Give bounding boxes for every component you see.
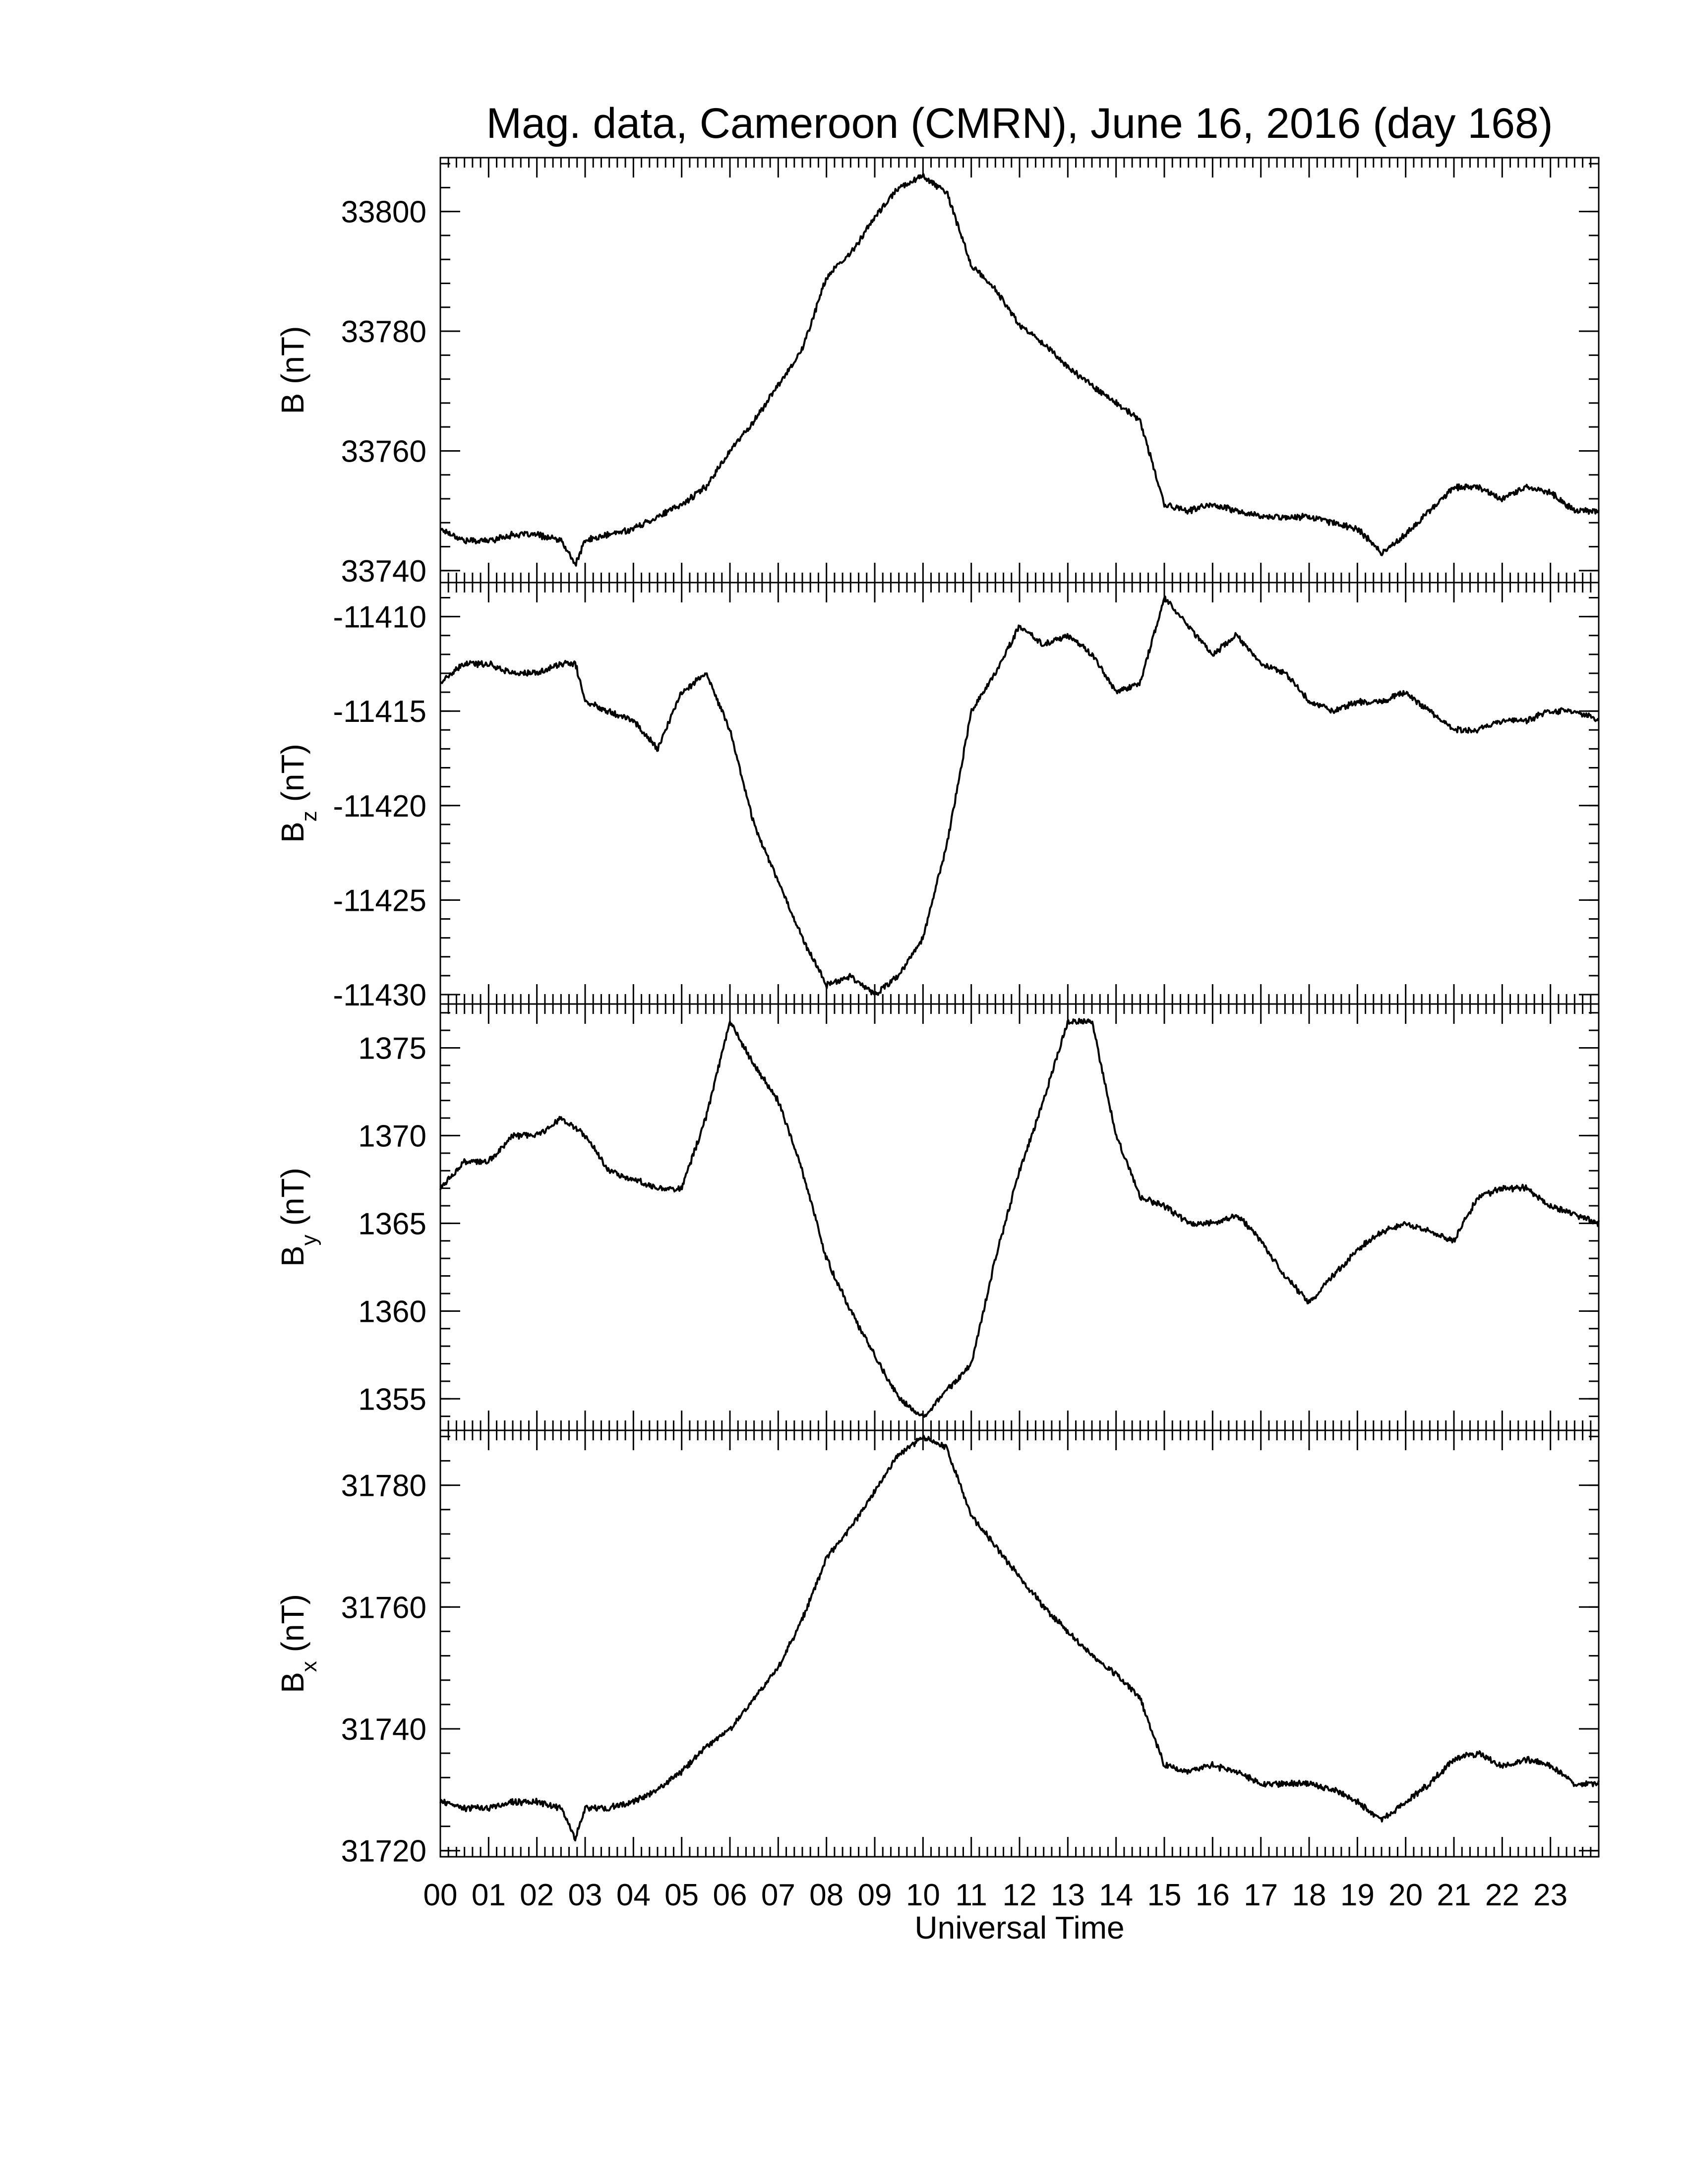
y-label-unit: (nT): [275, 326, 310, 393]
y-tick-label: -11425: [333, 884, 426, 918]
panel-B: 33740 33760 33780 33800 B (nT): [275, 157, 1600, 589]
y-label-unit: (nT): [275, 744, 310, 811]
panel-Bx: 31720 31740 31760 31780 Bx (nT): [275, 1429, 1600, 1869]
panel-frame-Bz: [439, 582, 1600, 1005]
y-tick-label: 1365: [358, 1207, 426, 1241]
x-tick-label: 13: [1051, 1878, 1085, 1912]
panel-Bz: -11430 -11425 -11420 -11415 -11410 Bz (nT): [275, 582, 1600, 1012]
y-label-unit: (nT): [275, 1168, 310, 1235]
y-label-subscript: y: [297, 1235, 321, 1245]
y-tick-label: 1360: [358, 1295, 426, 1329]
y-tick-label: 31780: [341, 1469, 426, 1503]
x-tick-label: 02: [520, 1878, 554, 1912]
panel-frame-By: [439, 1003, 1600, 1431]
y-label-symbol: B: [275, 1245, 310, 1267]
x-tick-label: 19: [1340, 1878, 1375, 1912]
y-tick-label: 1375: [358, 1031, 426, 1065]
x-tick-label: 22: [1485, 1878, 1519, 1912]
x-axis-label: Universal Time: [914, 1910, 1124, 1946]
y-tick-label: 31720: [341, 1834, 426, 1869]
x-tick-label: 00: [423, 1878, 458, 1912]
x-tick-label: 06: [713, 1878, 747, 1912]
y-tick-label: 33760: [341, 434, 426, 469]
x-tick-label: 11: [955, 1878, 987, 1912]
x-tick-label: 08: [809, 1878, 843, 1912]
y-tick-label: 31760: [341, 1591, 426, 1625]
y-axis-label-B: B (nT): [275, 326, 310, 414]
y-tick-label: -11420: [333, 789, 426, 824]
y-label-unit: (nT): [275, 1594, 310, 1661]
chart-title: Mag. data, Cameroon (CMRN), June 16, 201…: [486, 100, 1553, 147]
y-tick-label: -11415: [333, 695, 426, 729]
y-label-symbol: B: [275, 393, 310, 414]
x-tick-label: 18: [1292, 1878, 1326, 1912]
y-tick-label: 31740: [341, 1712, 426, 1747]
x-tick-label: 04: [616, 1878, 651, 1912]
x-tick-label: 05: [664, 1878, 699, 1912]
y-label-symbol: B: [275, 822, 310, 843]
series-line-By: [439, 1018, 1600, 1418]
x-tick-label: 15: [1147, 1878, 1182, 1912]
y-label-subscript: x: [297, 1661, 321, 1672]
panel-frame-Bx: [439, 1429, 1600, 1858]
y-label-symbol: B: [275, 1672, 310, 1693]
x-tick-label: 10: [906, 1878, 940, 1912]
y-tick-label: 1355: [358, 1382, 426, 1417]
y-tick-label: 33780: [341, 315, 426, 349]
x-tick-label: 23: [1533, 1878, 1567, 1912]
x-tick-label: 20: [1388, 1878, 1423, 1912]
series-line-B: [440, 173, 1600, 567]
x-tick-label: 21: [1437, 1878, 1471, 1912]
x-tick-label: 03: [568, 1878, 602, 1912]
y-tick-label: -11430: [333, 978, 426, 1012]
y-tick-label: 33740: [341, 554, 426, 589]
x-tick-label: 14: [1099, 1878, 1133, 1912]
x-tick-label: 09: [858, 1878, 892, 1912]
panel-frame-B: [439, 157, 1600, 584]
y-axis-label-Bx: Bx (nT): [275, 1594, 321, 1693]
y-axis-label-By: By (nT): [275, 1168, 321, 1267]
series-line-Bx: [439, 1434, 1600, 1841]
y-label-subscript: z: [297, 811, 321, 822]
panel-By: 1355 1360 1365 1370 1375 By (nT): [275, 1003, 1600, 1431]
x-tick-label: 07: [761, 1878, 795, 1912]
y-tick-label: 33800: [341, 195, 426, 230]
x-tick-label: 17: [1244, 1878, 1278, 1912]
y-tick-label: -11410: [333, 600, 426, 635]
series-line-Bz: [440, 595, 1600, 996]
x-tick-label: 16: [1196, 1878, 1230, 1912]
x-tick-label: 12: [1003, 1878, 1037, 1912]
y-tick-label: 1370: [358, 1119, 426, 1153]
x-tick-label: 01: [472, 1878, 506, 1912]
y-axis-label-Bz: Bz (nT): [275, 744, 321, 843]
